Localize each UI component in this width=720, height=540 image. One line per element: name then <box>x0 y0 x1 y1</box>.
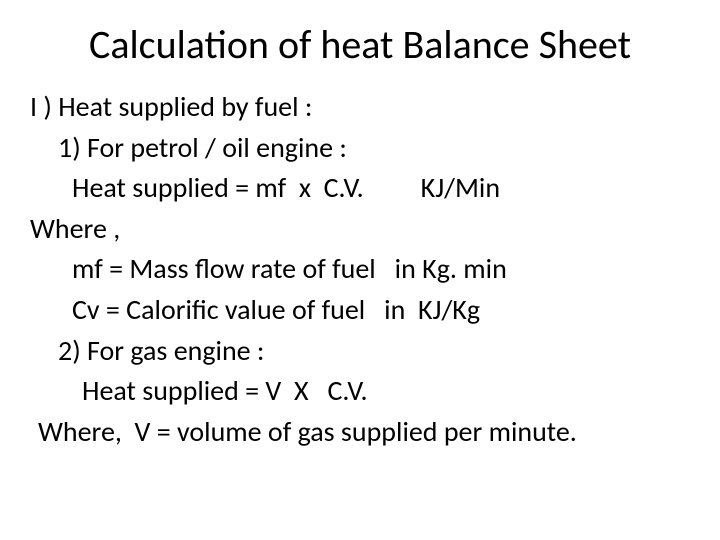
line-9: Where, V = volume of gas supplied per mi… <box>30 412 690 453</box>
line-2: 1) For petrol / oil engine : <box>30 128 690 169</box>
line-3: Heat supplied = mf x C.V. KJ/Min <box>30 168 690 209</box>
slide-title: Calculation of heat Balance Sheet <box>30 20 690 69</box>
line-8: Heat supplied = V X C.V. <box>30 371 690 412</box>
line-1: I ) Heat supplied by fuel : <box>30 87 690 128</box>
line-6: Cv = Calorific value of fuel in KJ/Kg <box>30 290 690 331</box>
line-7: 2) For gas engine : <box>30 331 690 372</box>
line-4: Where , <box>30 209 690 250</box>
slide-body: I ) Heat supplied by fuel : 1) For petro… <box>30 87 690 452</box>
line-5: mf = Mass flow rate of fuel in Kg. min <box>30 249 690 290</box>
